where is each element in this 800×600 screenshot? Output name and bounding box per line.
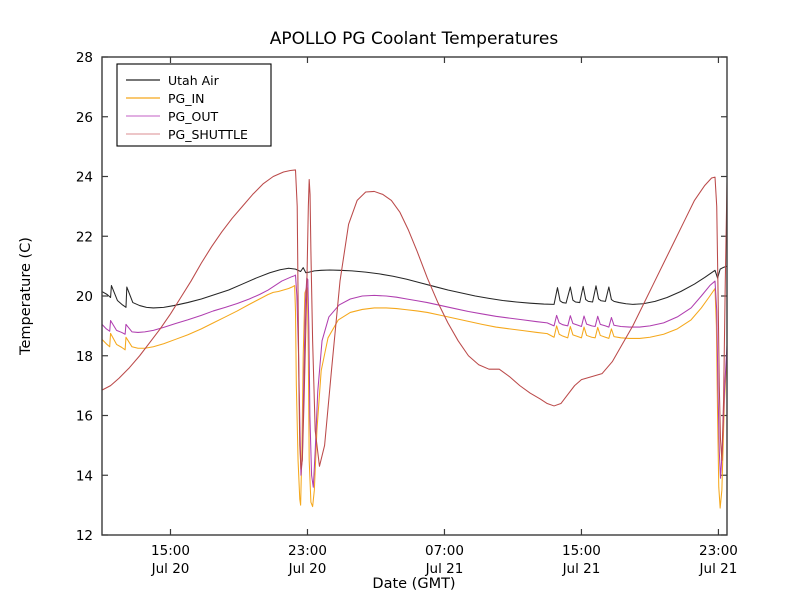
svg-text:Jul 20: Jul 20 (151, 561, 190, 577)
y-tick-label: 22 (76, 229, 93, 245)
legend-box (116, 63, 272, 147)
x-tick-label: 07:00 Jul 21 (425, 543, 464, 577)
y-tick-label: 18 (76, 349, 93, 365)
chart-title: APOLLO PG Coolant Temperatures (270, 29, 559, 49)
svg-text:Jul 21: Jul 21 (699, 561, 738, 577)
y-tick-label: 26 (76, 110, 93, 126)
legend-label-pg-in: PG_IN (168, 91, 205, 106)
svg-text:07:00: 07:00 (425, 543, 464, 559)
series-line-utah air (102, 265, 727, 309)
x-tick-label: 23:00 Jul 20 (288, 543, 327, 577)
chart-legend: Utah Air PG_IN PG_OUT PG_SHUTTLE (116, 63, 272, 147)
x-axis-label: Date (GMT) (372, 576, 455, 592)
chart-series-group (102, 169, 727, 509)
svg-text:15:00: 15:00 (151, 543, 190, 559)
y-tick-label: 12 (76, 528, 93, 544)
x-tick-label: 15:00 Jul 20 (151, 543, 190, 577)
plot-frame (101, 56, 728, 536)
y-tick-label: 24 (76, 170, 93, 186)
series-line-pg-out (102, 274, 727, 488)
legend-label-pg-shuttle: PG_SHUTTLE (168, 127, 248, 142)
y-tick-label: 14 (76, 468, 93, 484)
svg-text:Jul 21: Jul 21 (562, 561, 601, 577)
y-tick-label: 28 (76, 50, 93, 66)
svg-text:Jul 20: Jul 20 (288, 561, 327, 577)
series-line-pg-in (102, 285, 727, 509)
x-axis-tick-labels: 15:00 Jul 20 23:00 Jul 20 07:00 Jul 21 15:00 Ju… (151, 543, 738, 577)
x-tick-label: 15:00 Jul 21 (562, 543, 601, 577)
svg-text:15:00: 15:00 (562, 543, 601, 559)
y-axis-tick-labels: 12 14 16 18 20 22 24 26 28 (76, 50, 93, 544)
y-tick-label: 20 (76, 289, 93, 305)
y-axis-label: Temperature (C) (18, 237, 34, 356)
legend-label-pg-out: PG_OUT (168, 109, 218, 124)
legend-label-utah air: Utah Air (168, 73, 220, 88)
x-tick-label: 23:00 Jul 21 (699, 543, 738, 577)
series-line-pg-shuttle (102, 169, 727, 470)
x-axis-ticks (169, 57, 720, 535)
svg-text:Jul 21: Jul 21 (425, 561, 464, 577)
svg-text:23:00: 23:00 (288, 543, 327, 559)
svg-text:23:00: 23:00 (699, 543, 738, 559)
y-tick-label: 16 (76, 409, 93, 425)
